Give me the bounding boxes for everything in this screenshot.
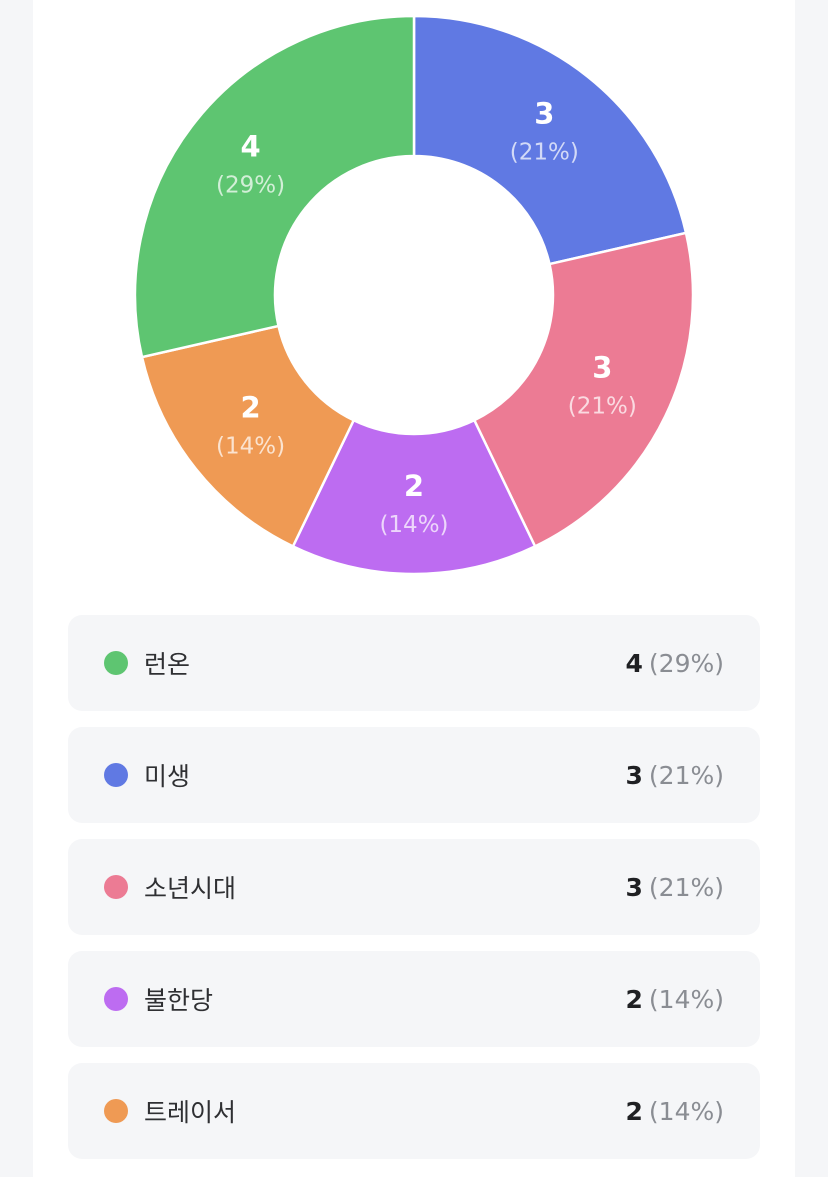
legend-percent: (21%)	[648, 872, 724, 902]
legend-item-misaeng[interactable]: 미생 3 (21%)	[68, 727, 760, 823]
legend-count: 2	[625, 984, 643, 1014]
slice-value-label: 4	[241, 130, 261, 164]
legend-count: 2	[625, 1096, 643, 1126]
legend-label: 미생	[144, 762, 191, 791]
donut-chart: 3 (21%) 3 (21%) 2 (14%) 2 (14%) 4 (29%)	[133, 14, 695, 576]
slice-percent-label: (21%)	[568, 394, 637, 420]
legend-item-runon[interactable]: 런온 4 (29%)	[68, 615, 760, 711]
legend-count: 3	[625, 872, 643, 902]
legend-item-sonyeon-sidae[interactable]: 소년시대 3 (21%)	[68, 839, 760, 935]
slice-value-label: 2	[404, 469, 424, 503]
legend-percent: (14%)	[648, 1096, 724, 1126]
legend-color-dot	[104, 987, 128, 1011]
chart-card: 3 (21%) 3 (21%) 2 (14%) 2 (14%) 4 (29%) 런온 4 (29%)…	[33, 0, 795, 1177]
slice-value-label: 3	[592, 351, 612, 385]
legend: 런온 4 (29%) 미생 3 (21%) 소년시대 3 (21%)	[68, 615, 760, 1175]
donut-slice-1[interactable]	[472, 231, 695, 549]
legend-color-dot	[104, 875, 128, 899]
donut-slice-4[interactable]	[133, 14, 416, 359]
legend-percent: (29%)	[648, 648, 724, 678]
legend-label: 불한당	[144, 986, 214, 1015]
legend-count: 3	[625, 760, 643, 790]
legend-item-tracer[interactable]: 트레이서 2 (14%)	[68, 1063, 760, 1159]
legend-label: 런온	[144, 650, 191, 679]
legend-item-bulhandang[interactable]: 불한당 2 (14%)	[68, 951, 760, 1047]
legend-count: 4	[625, 648, 643, 678]
slice-value-label: 3	[534, 97, 554, 131]
legend-percent: (14%)	[648, 984, 724, 1014]
legend-color-dot	[104, 651, 128, 675]
legend-color-dot	[104, 763, 128, 787]
slice-value-label: 2	[241, 390, 261, 424]
slice-percent-label: (14%)	[216, 433, 285, 459]
legend-color-dot	[104, 1099, 128, 1123]
legend-label: 트레이서	[144, 1098, 237, 1127]
legend-label: 소년시대	[144, 874, 237, 903]
legend-percent: (21%)	[648, 760, 724, 790]
donut-slice-0[interactable]	[412, 14, 688, 266]
slice-percent-label: (14%)	[379, 512, 448, 538]
slice-percent-label: (29%)	[216, 173, 285, 199]
donut-slice-3[interactable]	[140, 324, 356, 549]
slice-percent-label: (21%)	[510, 140, 579, 166]
donut-slice-2[interactable]	[291, 418, 537, 576]
